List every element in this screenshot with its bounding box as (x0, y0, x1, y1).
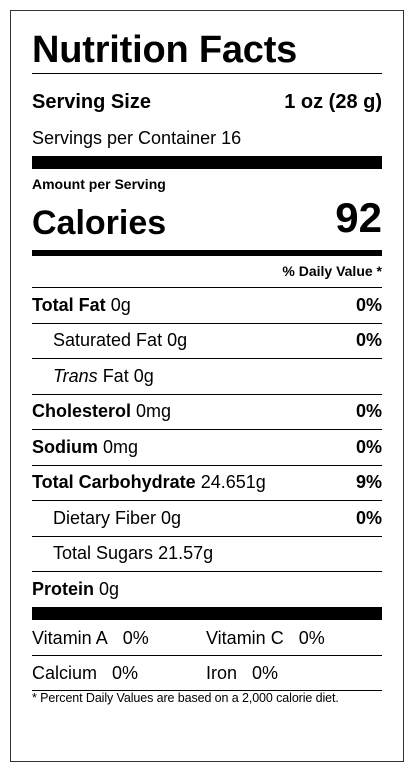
nutrient-label: Saturated Fat (53, 330, 163, 350)
divider (32, 500, 382, 501)
nutrient-label: Total Fat (32, 295, 106, 315)
serving-size-label: Serving Size (32, 91, 151, 113)
vitamin-value: 0% (122, 628, 149, 648)
vitamin-label: Vitamin C (206, 628, 284, 648)
mineral-value: 0% (252, 663, 279, 683)
divider (32, 690, 382, 691)
divider (32, 394, 382, 395)
divider (32, 536, 382, 537)
nutrient-label: Protein (32, 579, 95, 599)
nutrient-dv: 0% (355, 401, 382, 421)
serving-size-value: 1 oz (28 g) (284, 91, 382, 113)
divider (32, 73, 382, 74)
nutrient-dv: 0% (355, 508, 382, 528)
medium-divider (32, 250, 382, 256)
nutrition-label: Nutrition Facts Serving Size 1 oz (28 g)… (10, 10, 404, 762)
nutrient-dv: 9% (355, 472, 382, 492)
mineral-label: Calcium (32, 663, 98, 683)
nutrient-amount: 0g (99, 579, 120, 599)
divider (32, 655, 382, 656)
mineral-row: Calcium 0% Iron 0% (32, 656, 382, 690)
vitamin-row: Vitamin A 0% Vitamin C 0% (32, 621, 382, 655)
calories-label: Calories (32, 204, 167, 242)
vitamin-a: Vitamin A 0% (32, 628, 149, 648)
mineral-label: Iron (206, 663, 238, 683)
vitamin-value: 0% (298, 628, 325, 648)
thick-divider (32, 607, 382, 620)
thick-divider (32, 156, 382, 169)
servings-per-container-label: Servings per Container (32, 128, 217, 148)
divider (32, 429, 382, 430)
nutrient-amount: 0g (161, 508, 182, 528)
nutrient-amount: 24.651g (200, 472, 266, 492)
servings-per-container-value: 16 (221, 128, 242, 148)
iron: Iron 0% (206, 656, 278, 690)
divider (32, 323, 382, 324)
divider (32, 287, 382, 288)
nutrient-row-total-fat: Total Fat 0g 0% (32, 288, 382, 323)
vitamin-c: Vitamin C 0% (206, 621, 325, 655)
nutrient-dv: 0% (355, 295, 382, 315)
nutrient-row-protein: Protein 0g (32, 572, 382, 607)
vitamin-label: Vitamin A (32, 628, 108, 648)
nutrient-row-dietary-fiber: Dietary Fiber 0g 0% (32, 501, 382, 536)
nutrient-row-sodium: Sodium 0mg 0% (32, 430, 382, 465)
nutrient-amount: 0g (110, 295, 131, 315)
divider (32, 571, 382, 572)
nutrient-label: Fat (97, 366, 129, 386)
divider (32, 465, 382, 466)
footnote: * Percent Daily Values are based on a 2,… (32, 691, 339, 705)
mineral-value: 0% (112, 663, 139, 683)
nutrient-label: Sodium (32, 437, 98, 457)
daily-value-header: % Daily Value * (282, 263, 382, 279)
nutrient-row-cholesterol: Cholesterol 0mg 0% (32, 394, 382, 429)
nutrient-dv: 0% (355, 330, 382, 350)
nutrient-amount: 0mg (136, 401, 172, 421)
nutrient-label-italic: Trans (53, 366, 98, 386)
serving-size-row: Serving Size 1 oz (28 g) (32, 91, 382, 114)
divider (32, 358, 382, 359)
nutrient-amount: 0g (133, 366, 154, 386)
nutrient-amount: 21.57g (158, 543, 214, 563)
nutrient-label: Total Carbohydrate (32, 472, 196, 492)
nutrient-label: Dietary Fiber (53, 508, 157, 528)
nutrient-row-total-sugars: Total Sugars 21.57g (32, 536, 382, 571)
nutrient-row-total-carbohydrate: Total Carbohydrate 24.651g 9% (32, 465, 382, 500)
nutrient-amount: 0mg (103, 437, 139, 457)
calories-value: 92 (335, 194, 382, 241)
nutrient-label: Total Sugars (53, 543, 154, 563)
nutrient-label: Cholesterol (32, 401, 132, 421)
amount-per-serving: Amount per Serving (32, 176, 166, 192)
nutrient-row-saturated-fat: Saturated Fat 0g 0% (32, 323, 382, 358)
servings-per-container-row: Servings per Container 16 (32, 128, 382, 149)
calcium: Calcium 0% (32, 663, 138, 683)
label-title: Nutrition Facts (32, 29, 298, 71)
nutrient-dv: 0% (355, 437, 382, 457)
nutrient-row-trans-fat: Trans Fat 0g (32, 359, 382, 394)
nutrient-amount: 0g (167, 330, 188, 350)
